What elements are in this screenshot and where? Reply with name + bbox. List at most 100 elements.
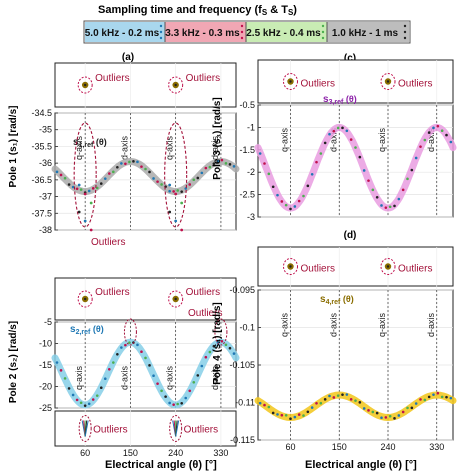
- panel-a: (a) q-axis d-axis q-axis d-axis -34.5 -35 -35.5…: [8, 52, 240, 248]
- data-point: [375, 195, 379, 199]
- data-point: [345, 393, 349, 396]
- data-point: [306, 410, 310, 414]
- data-point: [349, 398, 353, 401]
- legend-label-2: 2.5 kHz - 0.4 ms: [246, 28, 321, 39]
- legend-label-0: 5.0 kHz - 0.2 ms: [85, 28, 160, 39]
- data-point: [59, 173, 63, 177]
- data-point: [156, 180, 159, 183]
- data-point: [75, 187, 79, 191]
- data-point: [362, 407, 366, 410]
- data-point: [332, 129, 336, 133]
- legend-swatch-2: [246, 22, 327, 42]
- data-point: [192, 178, 196, 182]
- y-axis-label: Pole 2 (s₂) [rad/s]: [8, 321, 19, 403]
- outlier-point-core: [174, 83, 177, 87]
- x-tick-label: 150: [123, 448, 138, 458]
- legend-label-3: 1.0 kHz - 1 ms: [332, 28, 399, 39]
- reference-label-arg: (θ): [90, 324, 103, 334]
- data-point: [280, 200, 284, 203]
- data-point: [108, 367, 111, 371]
- data-point: [414, 156, 418, 160]
- reference-label-sub: 2,ref: [76, 329, 91, 336]
- outlier-sample: [175, 420, 180, 437]
- data-point: [302, 414, 305, 417]
- data-point: [55, 361, 59, 364]
- legend-marker-dot: [403, 24, 407, 28]
- data-point: [196, 176, 200, 180]
- data-point: [188, 389, 192, 393]
- axis-marker-label: q-axis: [165, 136, 175, 161]
- reference-label-sub: 4,ref: [326, 299, 341, 306]
- data-point: [336, 394, 340, 397]
- data-point: [332, 396, 336, 399]
- outlier-point-core: [83, 297, 87, 301]
- data-point: [136, 160, 139, 164]
- data-point: [200, 171, 204, 175]
- data-point: [103, 377, 107, 381]
- data-point: [341, 393, 344, 396]
- x-axis-label-left: Electrical angle (θ) [°]: [105, 459, 217, 471]
- axis-marker-label: d-axis: [426, 313, 436, 338]
- legend: Sampling time and frequency (fS & TS) 5.…: [83, 4, 411, 44]
- data-point: [212, 344, 216, 348]
- data-point: [180, 402, 183, 405]
- data-point: [341, 126, 344, 130]
- data-point: [315, 160, 318, 164]
- data-point: [95, 394, 99, 397]
- data-point: [55, 170, 59, 174]
- data-point: [414, 402, 418, 405]
- data-point: [120, 162, 123, 165]
- outliers-label: Outliers: [95, 73, 129, 84]
- y-tick-label: -1: [247, 122, 255, 132]
- data-point: [224, 162, 228, 165]
- outlier-sample: [77, 210, 81, 214]
- data-point: [116, 352, 119, 356]
- data-point: [196, 374, 200, 377]
- legend-marker-dot: [403, 30, 407, 34]
- data-point: [401, 188, 405, 192]
- x-tick-label: 240: [168, 448, 183, 458]
- data-point: [99, 386, 103, 390]
- data-point: [180, 190, 183, 193]
- data-point: [120, 346, 123, 349]
- data-point: [220, 158, 224, 162]
- data-point: [204, 355, 208, 359]
- data-point: [432, 393, 435, 396]
- y-tick-label: -0.105: [229, 360, 255, 370]
- y-tick-label: -2.5: [239, 190, 255, 200]
- data-point: [152, 177, 155, 180]
- legend-marker-dot: [321, 36, 325, 40]
- data-point: [87, 402, 91, 406]
- outlier-point-core: [174, 297, 177, 301]
- data-point: [263, 403, 266, 407]
- legend-marker-dot: [321, 30, 325, 34]
- data-point: [388, 205, 392, 209]
- data-point: [67, 183, 71, 186]
- legend-marker-dot: [159, 24, 163, 28]
- outlier-point-core: [386, 265, 390, 268]
- data-point: [208, 165, 212, 169]
- data-point: [401, 410, 405, 414]
- legend-title: Sampling time and frequency (fS & TS): [98, 4, 297, 17]
- data-point: [232, 165, 236, 168]
- reference-label-arg: (θ): [93, 137, 106, 147]
- data-point: [375, 411, 379, 415]
- data-point: [140, 165, 143, 168]
- outliers-label: Outliers: [186, 73, 220, 84]
- y-tick-label: -1.5: [239, 145, 255, 155]
- axis-marker-label: d-axis: [119, 136, 129, 161]
- data-point: [349, 138, 353, 141]
- outlier-sample: [84, 420, 89, 437]
- data-point: [83, 404, 87, 407]
- data-point: [79, 188, 83, 191]
- data-point: [445, 133, 448, 137]
- axis-marker-label: d-axis: [210, 366, 220, 391]
- data-point: [75, 398, 79, 402]
- data-point: [156, 382, 159, 385]
- data-point: [323, 398, 327, 401]
- outliers-label: Outliers: [301, 79, 335, 90]
- data-point: [423, 398, 427, 402]
- panel-title: (c): [344, 53, 356, 64]
- data-point: [271, 411, 275, 415]
- data-point: [79, 401, 83, 405]
